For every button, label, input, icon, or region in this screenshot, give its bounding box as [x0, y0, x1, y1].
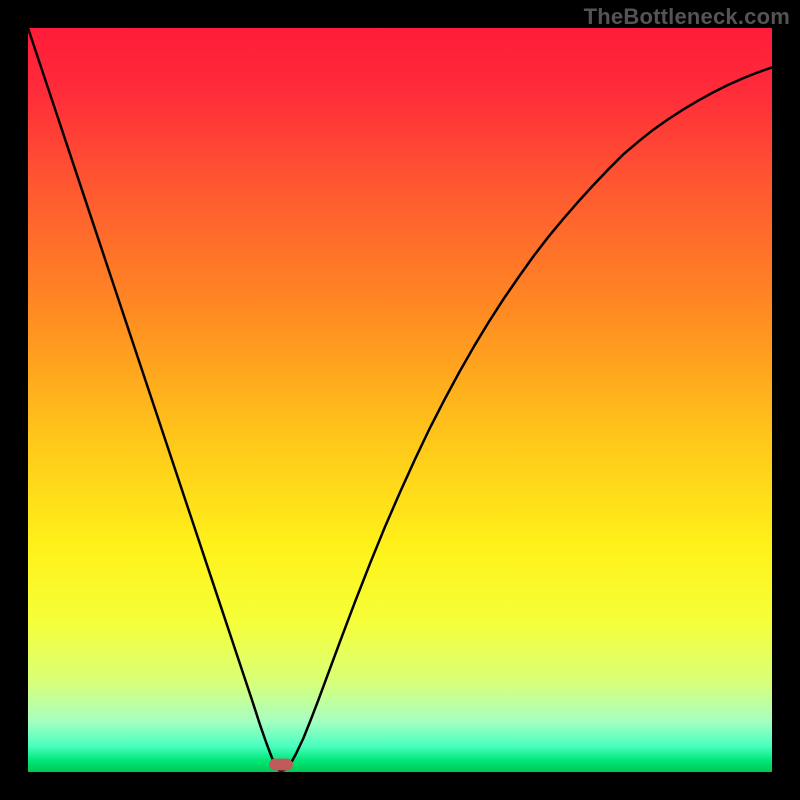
optimum-marker [269, 759, 293, 771]
bottleneck-v-curve [28, 28, 772, 771]
plot-area [28, 28, 772, 772]
chart-frame: TheBottleneck.com [0, 0, 800, 800]
curve-layer [28, 28, 772, 772]
watermark-label: TheBottleneck.com [584, 4, 790, 30]
